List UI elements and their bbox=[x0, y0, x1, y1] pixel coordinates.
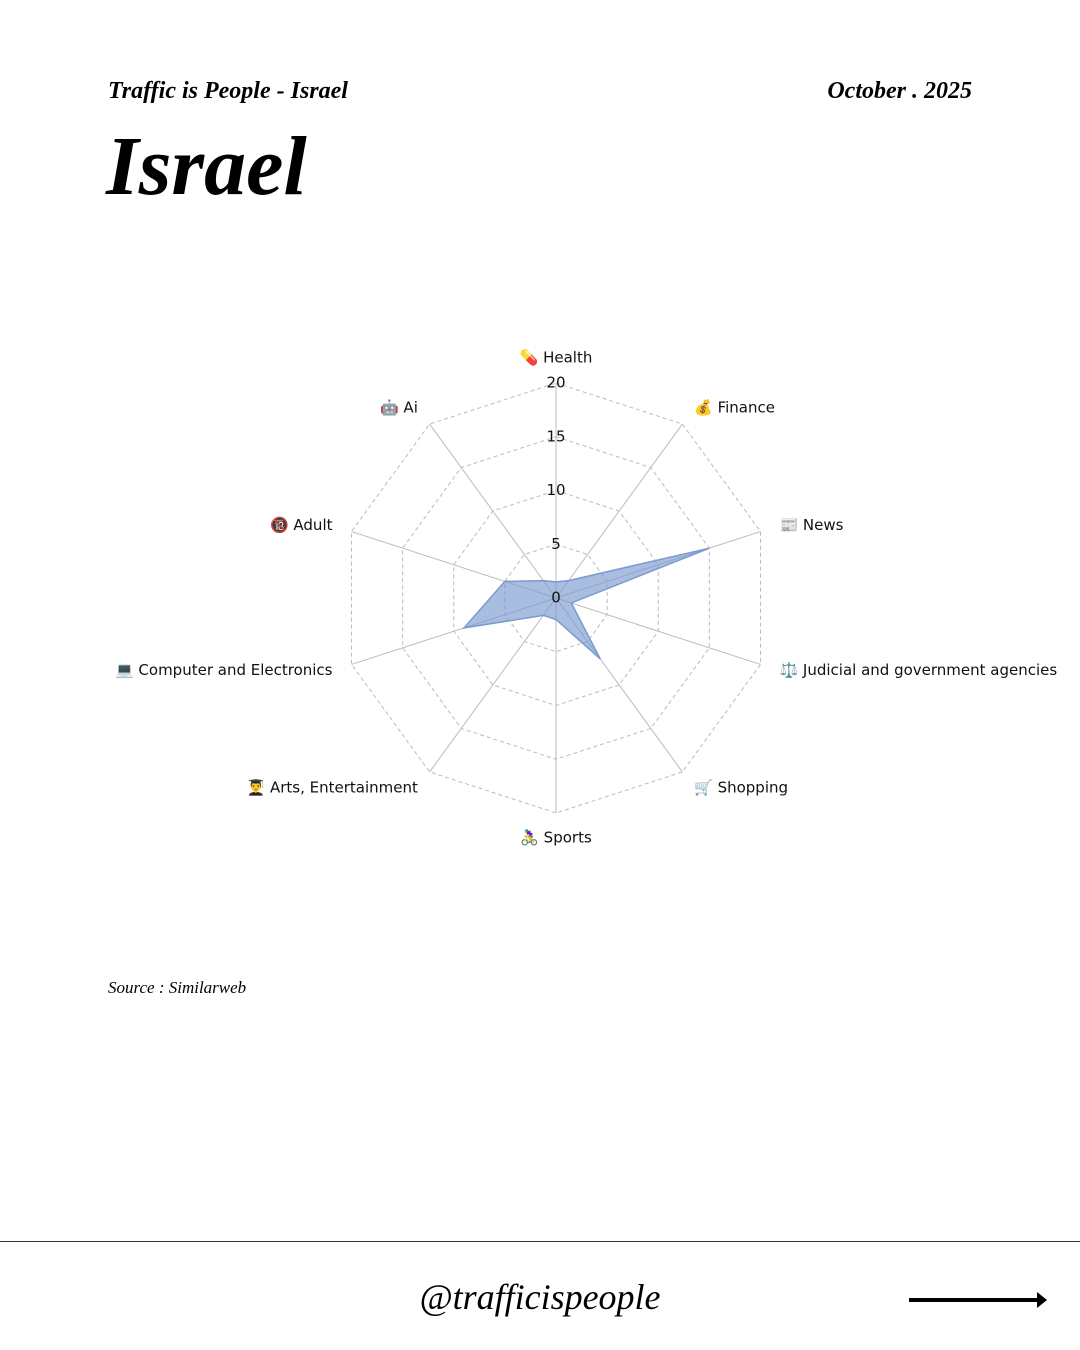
tick-label: 10 bbox=[546, 481, 565, 499]
page-title: Israel bbox=[106, 120, 307, 213]
tick-label: 0 bbox=[551, 589, 561, 607]
spoke bbox=[555, 423, 683, 599]
axis-label: ⚖️ Judicial and government agencies bbox=[779, 661, 1057, 679]
source: Source : Similarweb bbox=[108, 978, 247, 997]
axis-label: 📰 News bbox=[779, 516, 843, 534]
next-arrow[interactable] bbox=[905, 1285, 1055, 1315]
tick-label: 20 bbox=[546, 374, 565, 392]
axis-label: 👨‍🎓 Arts, Entertainment bbox=[247, 779, 418, 797]
radar-area bbox=[462, 547, 710, 660]
axis-label: 💻 Computer and Electronics bbox=[115, 661, 333, 679]
axis-label: 🚴‍♀️ Sports bbox=[520, 829, 592, 847]
grid-ring bbox=[351, 382, 761, 814]
handle: @trafficispeople bbox=[419, 1277, 661, 1317]
axis-label: 💊 Health bbox=[520, 348, 593, 367]
axis-label: 🛒 Shopping bbox=[694, 779, 788, 797]
axis-label: 💰 Finance bbox=[694, 398, 775, 416]
tick-label: 5 bbox=[551, 535, 561, 553]
spoke bbox=[555, 597, 761, 665]
axis-label: 🔞 Adult bbox=[270, 516, 333, 534]
footer-rule bbox=[0, 1241, 1080, 1242]
radar-chart: 0 5 10 15 20 💊 Health 💰 Finance 📰 News ⚖️ Judici… bbox=[115, 348, 1057, 847]
brand: Traffic is People - Israel bbox=[108, 78, 348, 104]
date: October . 2025 bbox=[827, 78, 972, 104]
axis-label: 🤖 Ai bbox=[380, 398, 418, 416]
spoke bbox=[429, 423, 557, 599]
tick-label: 15 bbox=[546, 427, 565, 445]
spoke bbox=[429, 597, 557, 773]
grid-ring bbox=[504, 543, 608, 653]
